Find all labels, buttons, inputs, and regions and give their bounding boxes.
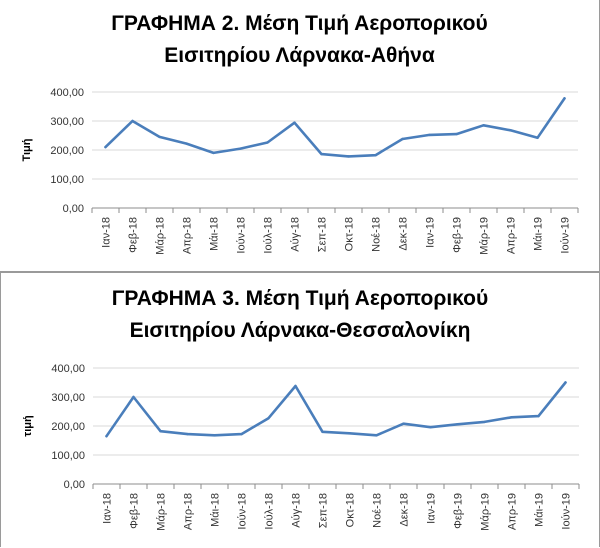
data-point (509, 129, 512, 132)
series-line (105, 381, 567, 438)
y-tick-label: 300,00 (51, 392, 85, 404)
data-point (456, 423, 459, 426)
y-tick-label: 400,00 (51, 363, 85, 375)
x-tick-label: Οκτ-18 (344, 217, 356, 251)
data-point (348, 432, 351, 435)
x-tick-label: Ιούν-18 (236, 217, 248, 254)
x-tick-label: Φεβ-19 (452, 217, 464, 253)
data-point (510, 416, 513, 419)
x-tick-label: Ιούν-19 (561, 493, 573, 530)
x-tick-label: Απρ-19 (507, 493, 519, 530)
data-point (455, 132, 458, 136)
x-tick-label: Φεβ-19 (453, 493, 465, 529)
y-tick-label: 400,00 (50, 87, 84, 99)
x-tick-label: Σεπ-18 (317, 217, 329, 252)
x-tick-label: Μάι-18 (210, 493, 222, 527)
data-point (320, 152, 323, 156)
x-tick-label: Δεκ-18 (399, 493, 411, 527)
data-point (482, 124, 485, 127)
x-tick-label: Απρ-18 (182, 217, 194, 254)
line-chart-thessaloniki: 0,00 100,00 200,00 300,00 400,00 τιμή Ιαν-18 Φε… (22, 363, 580, 531)
data-point (212, 151, 215, 155)
y-axis-label: τιμή (22, 415, 34, 437)
x-tick-label: Μάι-19 (533, 217, 545, 251)
data-point (104, 145, 107, 149)
data-point (266, 141, 269, 144)
chart-title-line-1: ΓΡΑΦΗΜΑ 2. Μέση Τιμή Αεροπορικού (111, 12, 488, 35)
y-tick-label: 200,00 (51, 421, 85, 433)
x-tick-label: Ιαν-18 (101, 217, 113, 248)
y-tick-label: 300,00 (50, 116, 84, 128)
data-point (537, 414, 540, 418)
x-tick-label: Μάρ-18 (155, 217, 167, 255)
x-tick-label: Δεκ-18 (398, 217, 410, 251)
series-line (104, 97, 566, 158)
x-tick-label: Ιαν-18 (102, 493, 114, 524)
y-tick-label: 100,00 (51, 450, 85, 462)
data-point (213, 434, 216, 437)
x-tick-label: Απρ-19 (506, 217, 518, 254)
chart-panel-athens: ΓΡΑΦΗΜΑ 2. Μέση Τιμή Αεροπορικού Εισιτηρ… (0, 0, 600, 272)
y-axis-label: Τιμή (21, 138, 33, 161)
data-point (267, 416, 270, 420)
chart-title: ΓΡΑΦΗΜΑ 3. Μέση Τιμή Αεροπορικού Εισιτηρ… (1, 283, 599, 347)
x-tick-label: Ιαν-19 (426, 493, 438, 524)
data-point (293, 121, 296, 124)
data-point (483, 420, 486, 424)
data-point (347, 155, 350, 158)
x-tick-label: Αύγ-18 (290, 217, 302, 252)
y-tick-label: 200,00 (50, 145, 84, 157)
data-point (536, 136, 539, 140)
data-point (321, 430, 324, 433)
chart-title: ΓΡΑΦΗΜΑ 2. Μέση Τιμή Αεροπορικού Εισιτηρ… (0, 8, 599, 72)
x-tick-label: Φεβ-18 (129, 493, 141, 529)
x-tick-label: Μάρ-19 (480, 493, 492, 531)
x-tick-label: Μάι-19 (534, 493, 546, 527)
data-point (131, 119, 134, 123)
chart-title-line-2: Εισιτηρίου Λάρνακα-Αθήνα (164, 44, 435, 67)
data-point (429, 425, 432, 429)
x-tick-label: Σεπ-18 (318, 493, 330, 528)
x-tick-label: Απρ-18 (183, 493, 195, 530)
data-point (185, 142, 188, 145)
x-tick-label: Μάρ-19 (479, 217, 491, 255)
x-tick-label: Ιούν-18 (237, 493, 249, 530)
data-point (158, 135, 161, 139)
x-tick-label: Νοέ-18 (372, 493, 384, 528)
data-point (186, 432, 189, 436)
x-tick-label: Αύγ-18 (291, 493, 303, 528)
data-point (132, 395, 135, 399)
data-point (294, 384, 297, 388)
x-tick-label: Νοέ-18 (371, 217, 383, 252)
x-tick-label: Ιούν-19 (560, 217, 572, 254)
data-point (401, 137, 404, 141)
data-point (564, 381, 567, 384)
data-point (159, 430, 162, 433)
chart-panel-thessaloniki: ΓΡΑΦΗΜΑ 3. Μέση Τιμή Αεροπορικού Εισιτηρ… (0, 272, 600, 547)
x-tick-label: Μάι-18 (209, 217, 221, 251)
x-tick-label: Οκτ-18 (345, 493, 357, 527)
data-point (239, 147, 242, 150)
x-tick-label: Φεβ-18 (128, 217, 140, 253)
data-point (563, 97, 566, 100)
x-tick-label: Ιούλ-18 (263, 217, 275, 254)
y-tick-label: 0,00 (64, 479, 85, 491)
data-point (374, 154, 377, 157)
data-point (240, 432, 243, 436)
x-tick-label: Ιούλ-18 (264, 493, 276, 530)
line-chart-athens: 0,00 100,00 200,00 300,00 400,00 Τιμή Ιαν-18 Φε… (21, 87, 579, 255)
chart-title-line-1: ΓΡΑΦΗΜΑ 3. Μέση Τιμή Αεροπορικού (111, 287, 489, 310)
x-tick-label: Ιαν-19 (425, 217, 437, 248)
chart-title-line-2: Εισιτηρίου Λάρνακα-Θεσσαλονίκη (129, 319, 471, 342)
data-point (402, 422, 405, 425)
data-point (428, 133, 431, 137)
y-tick-label: 100,00 (50, 174, 84, 186)
data-point (375, 434, 378, 437)
data-point (105, 434, 108, 438)
x-tick-label: Μάρ-18 (156, 493, 168, 531)
y-tick-label: 0,00 (63, 203, 84, 215)
